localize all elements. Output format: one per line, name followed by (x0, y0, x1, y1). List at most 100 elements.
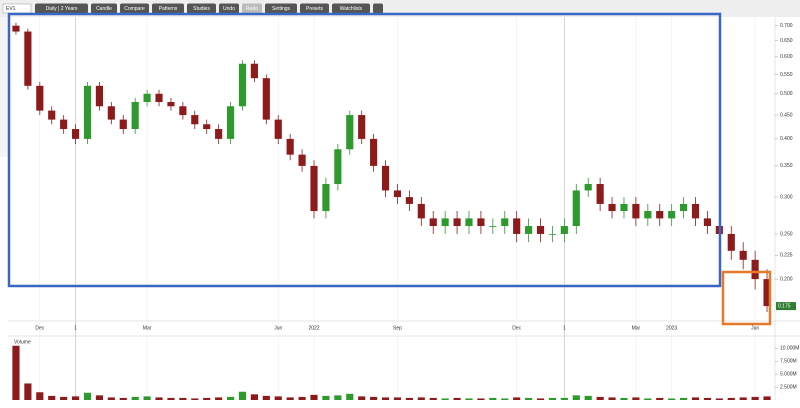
volume-bar (262, 395, 270, 400)
candle-body (358, 115, 366, 139)
button-label: Studies (193, 6, 210, 12)
candle-body (477, 218, 485, 227)
candle-body (310, 165, 318, 212)
volume-bar (656, 397, 664, 400)
toolbar-button[interactable] (300, 3, 329, 14)
volume-bar (370, 396, 378, 400)
x-tick-label: Jun (274, 325, 282, 331)
candle-body (441, 218, 449, 227)
volume-bar (703, 397, 712, 400)
candle-body (250, 63, 258, 79)
candle-body (513, 218, 521, 234)
candle-body (107, 106, 115, 120)
candle-body (620, 203, 628, 212)
volume-bar (489, 397, 497, 400)
volume-bar (453, 397, 461, 400)
volume-bar (12, 345, 20, 400)
volume-bar (274, 396, 282, 400)
candle-body (668, 211, 676, 219)
x-tick-label: Jun (751, 325, 759, 331)
candle-body (632, 203, 640, 219)
candle-body (489, 226, 497, 227)
toolbar-button[interactable] (242, 3, 262, 14)
candle-body (167, 102, 175, 107)
y-tick-label: 0.550 (780, 72, 793, 78)
candle-body (215, 129, 223, 139)
candle-body (60, 119, 68, 130)
volume-bar (465, 398, 473, 400)
volume-bar (572, 395, 580, 400)
symbol: EV1 (6, 6, 16, 12)
button-label: Watchlists (340, 6, 363, 12)
volume-bar (179, 397, 187, 400)
x-tick-label: 2022 (308, 325, 319, 331)
volume-bar (250, 394, 258, 400)
toolbar-button[interactable] (35, 3, 88, 14)
volume-bar (560, 397, 568, 400)
candle-body (417, 203, 425, 219)
y-tick-label: 0.600 (780, 54, 793, 60)
volume-bar (644, 398, 652, 400)
volume-bar (668, 398, 676, 400)
volume-bar (608, 397, 616, 400)
volume-bar (286, 397, 294, 400)
candle-body (238, 63, 247, 107)
volume-bar (632, 397, 640, 400)
button-label: Undo (223, 6, 235, 12)
candle-body (83, 85, 92, 139)
toolbar-button[interactable] (120, 3, 149, 14)
candle-body (274, 119, 282, 139)
candle-body (381, 165, 390, 191)
y-tick-label: 0.650 (780, 38, 793, 44)
y-tick-label: 2.500M (780, 384, 797, 390)
candle-body (548, 233, 557, 235)
candle-body (727, 233, 735, 251)
button-label: Presets (306, 6, 323, 12)
candle-body (334, 149, 342, 185)
x-tick-label: 1 (563, 325, 566, 331)
volume-bar (548, 397, 557, 400)
volume-bar (119, 397, 127, 400)
volume-bar (417, 397, 425, 400)
y-tick-label: 0.500 (780, 91, 793, 97)
volume-bar (71, 396, 80, 400)
toolbar-button[interactable] (152, 3, 184, 14)
candle-body (286, 138, 294, 155)
toolbar-button[interactable] (332, 3, 370, 14)
volume-bar (83, 392, 92, 400)
candle-body (405, 197, 413, 204)
x-tick-label: Dec (35, 325, 44, 331)
volume-bar (48, 395, 56, 400)
x-tick-label: Mar (632, 325, 641, 331)
candle-body (560, 226, 568, 234)
volume-bar (167, 397, 175, 400)
candle-body (572, 190, 580, 227)
volume-bar (155, 397, 163, 400)
drawing-tools (0, 17, 8, 157)
candle-body (262, 78, 270, 120)
button-label: Compare (124, 6, 145, 12)
toolbar-button[interactable] (219, 3, 239, 14)
volume-bar (95, 395, 103, 400)
volume-bar (60, 396, 68, 400)
candle-body (179, 106, 187, 116)
volume-bar (226, 396, 235, 400)
volume-bar (298, 396, 306, 400)
toolbar-button[interactable] (91, 3, 117, 14)
y-tick-label: 0.250 (780, 231, 793, 237)
candle-body (703, 218, 712, 227)
toolbar-button[interactable] (265, 3, 297, 14)
y-tick-label: 0.700 (780, 23, 793, 29)
candle-body (536, 226, 545, 234)
toolbar-button[interactable] (187, 3, 216, 14)
volume-bar (596, 396, 604, 400)
plot: 0.700 0.650 0.600 0.550 0.500 0.450 0.400 0.350… (8, 17, 800, 400)
volume-bar (715, 398, 723, 400)
candle-body (226, 106, 235, 139)
candle-body (95, 85, 103, 107)
y-tick-label: 0.450 (780, 112, 793, 118)
volume-bar (310, 394, 318, 400)
candle-body (370, 138, 378, 166)
refresh-button[interactable] (373, 3, 383, 14)
